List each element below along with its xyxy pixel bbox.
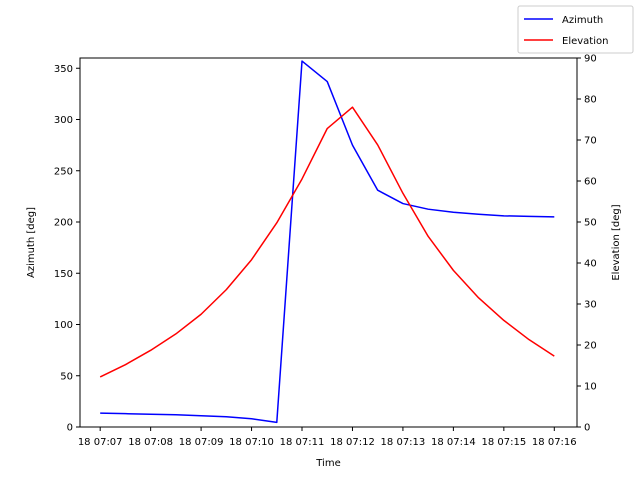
legend-label-elevation: Elevation <box>562 36 608 47</box>
y-right-tick-label: 60 <box>584 177 597 188</box>
y-left-tick-label: 350 <box>54 64 73 75</box>
y-right-tick-label: 30 <box>584 300 597 311</box>
legend-frame <box>517 5 634 54</box>
x-tick-label: 18 07:07 <box>78 437 123 448</box>
y-left-tick-label: 200 <box>54 218 73 229</box>
legend-label-azimuth: Azimuth <box>562 15 603 26</box>
series-line-elevation <box>99 106 555 378</box>
y-left-tick-label: 250 <box>54 166 73 177</box>
y-right-tick-label: 0 <box>584 423 590 434</box>
y-right-tick-label: 40 <box>584 259 597 270</box>
y-axis-right: 0 10 20 30 40 50 60 70 80 90 <box>577 54 597 434</box>
y-right-tick-label: 80 <box>584 95 597 106</box>
x-tick-label: 18 07:11 <box>280 437 325 448</box>
y-right-tick-label: 10 <box>584 382 597 393</box>
y-left-tick-label: 0 <box>67 423 73 434</box>
x-tick-label: 18 07:16 <box>532 437 577 448</box>
x-tick-label: 18 07:09 <box>179 437 224 448</box>
y-axis-left: 0 50 100 150 200 250 300 350 <box>54 64 80 434</box>
y-left-tick-label: 300 <box>54 115 73 126</box>
x-tick-label: 18 07:14 <box>431 437 476 448</box>
plot-frame <box>79 57 578 428</box>
y-right-tick-label: 20 <box>584 341 597 352</box>
y-left-tick-label: 50 <box>60 371 73 382</box>
y-left-tick-label: 100 <box>54 320 73 331</box>
x-tick-label: 18 07:13 <box>381 437 426 448</box>
y-right-tick-label: 90 <box>584 54 597 65</box>
y-axis-left-label: Azimuth [deg] <box>26 207 37 278</box>
y-right-tick-label: 70 <box>584 136 597 147</box>
x-axis-label: Time <box>315 458 340 469</box>
x-tick-label: 18 07:15 <box>481 437 526 448</box>
x-tick-label: 18 07:10 <box>229 437 274 448</box>
y-left-tick-label: 150 <box>54 269 73 280</box>
legend: Azimuth Elevation <box>517 5 634 54</box>
x-tick-label: 18 07:08 <box>128 437 173 448</box>
y-right-tick-label: 50 <box>584 218 597 229</box>
series-line-azimuth <box>100 60 555 424</box>
x-tick-label: 18 07:12 <box>330 437 375 448</box>
y-axis-right-label: Elevation [deg] <box>611 204 622 280</box>
series-layer <box>99 60 555 424</box>
x-axis: 18 07:07 18 07:08 18 07:09 18 07:10 18 07:11… <box>78 427 577 448</box>
